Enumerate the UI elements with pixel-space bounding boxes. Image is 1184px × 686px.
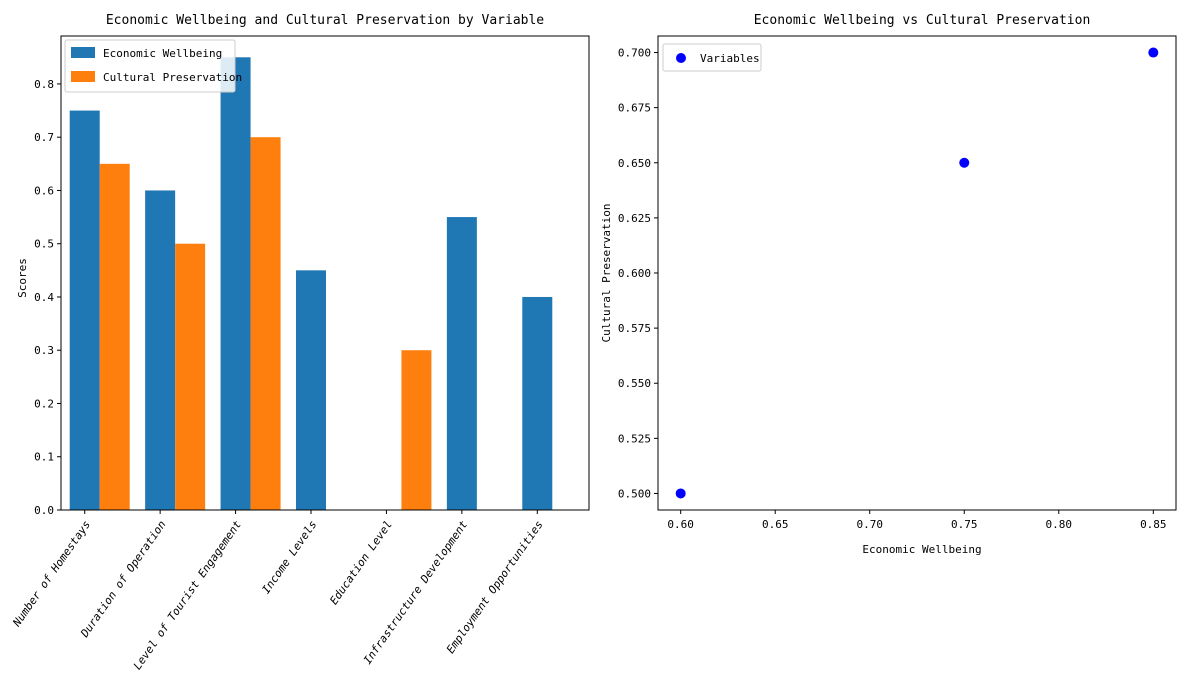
scatter-chart-y-tick-label: 0.500 [618,487,651,500]
bar-chart-y-tick-label: 0.7 [34,131,54,144]
legend-marker-variables [676,53,686,63]
scatter-chart-y-tick-label: 0.600 [618,267,651,280]
scatter-chart-points [675,47,1159,499]
scatter-chart-y-ticks: 0.500 0.525 0.550 0.575 0.600 0.625 0.650 0.675… [618,47,658,500]
scatter-chart-y-tick-label: 0.550 [618,377,651,390]
scatter-chart-legend: Variables [662,43,762,72]
bar-economic-wellbeing-3 [220,57,251,510]
bar-cultural-preservation-5 [401,350,432,510]
bar-chart-y-tick-label: 0.2 [34,397,54,410]
bar-chart-y-tick-label: 0.4 [34,291,54,304]
bar-chart-title: Economic Wellbeing and Cultural Preserva… [106,13,544,28]
scatter-chart-x-tick-label: 0.60 [667,518,694,531]
bar-economic-wellbeing-4 [296,270,326,510]
scatter-chart-y-tick-label: 0.575 [618,322,651,335]
bar-cultural-preservation-1 [99,163,130,510]
bar-chart-x-tick-label: Duration of Operation [78,518,169,640]
bar-economic-wellbeing-7 [522,296,553,510]
bar-chart-y-tick-label: 0.5 [34,238,54,251]
bar-chart-x-tick-label: Number of Homestays [10,518,93,629]
scatter-chart-x-tick-label: 0.65 [762,518,789,531]
scatter-chart-y-tick-label: 0.525 [618,432,651,445]
bar-chart-bars [69,57,553,510]
bar-chart-y-tick-label: 0.3 [34,344,54,357]
scatter-chart-plot-area [657,35,1177,511]
legend-swatch-economic-wellbeing [71,47,95,58]
bar-chart-x-tick-label: Income Levels [259,518,319,596]
scatter-point-3 [1148,47,1159,58]
scatter-chart-x-tick-label: 0.70 [856,518,883,531]
scatter-chart-x-tick-label: 0.75 [951,518,978,531]
bar-chart-y-axis-label: Scores [16,258,29,298]
scatter-chart-title: Economic Wellbeing vs Cultural Preservat… [754,13,1091,28]
scatter-chart-y-tick-label: 0.700 [618,47,651,60]
bar-chart-plot-area [60,35,590,511]
bar-economic-wellbeing-6 [446,217,477,510]
scatter-chart-y-tick-label: 0.675 [618,102,651,115]
scatter-point-2 [959,157,970,168]
scatter-chart-y-tick-label: 0.625 [618,212,651,225]
scatter-point-1 [675,488,686,499]
bar-chart-y-tick-label: 0.8 [34,78,54,91]
bar-chart-y-tick-label: 0.1 [34,451,54,464]
bar-chart: Economic Wellbeing and Cultural Preserva… [10,13,590,672]
legend-label-cultural-preservation: Cultural Preservation [103,71,242,84]
scatter-chart-y-axis-label: Cultural Preservation [600,203,613,342]
legend-label-variables: Variables [700,52,760,65]
bar-economic-wellbeing-2 [145,190,176,510]
bar-chart-y-tick-label: 0.0 [34,504,54,517]
bar-economic-wellbeing-1 [69,110,100,510]
scatter-chart: Economic Wellbeing vs Cultural Preservat… [600,13,1177,556]
bar-cultural-preservation-2 [175,243,206,510]
scatter-chart-x-tick-label: 0.80 [1046,518,1073,531]
bar-cultural-preservation-3 [250,137,281,510]
scatter-chart-x-axis-label: Economic Wellbeing [862,543,981,556]
scatter-chart-x-tick-label: 0.85 [1140,518,1167,531]
bar-chart-x-tick-label: Education Level [327,518,395,607]
bar-chart-legend: Economic Wellbeing Cultural Preservation [64,39,242,93]
bar-chart-legend-box [64,39,236,93]
scatter-chart-x-ticks: 0.60 0.65 0.70 0.75 0.80 0.85 [667,510,1167,531]
legend-label-economic-wellbeing: Economic Wellbeing [103,47,222,60]
legend-swatch-cultural-preservation [71,71,95,82]
bar-chart-y-ticks: 0.0 0.1 0.2 0.3 0.4 0.5 0.6 0.7 0.8 [34,78,61,517]
scatter-chart-y-tick-label: 0.650 [618,157,651,170]
scatter-chart-legend-box [662,43,762,72]
bar-chart-y-tick-label: 0.6 [34,184,54,197]
